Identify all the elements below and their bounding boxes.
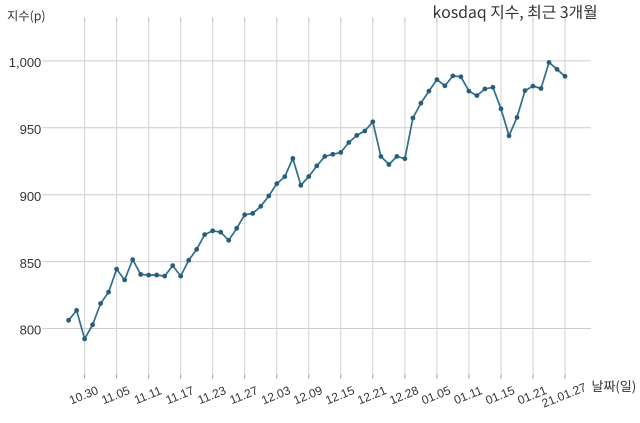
svg-text:1,000: 1,000 (9, 55, 42, 70)
svg-text:800: 800 (20, 323, 42, 338)
svg-text:900: 900 (20, 189, 42, 204)
svg-text:950: 950 (20, 122, 42, 137)
svg-text:850: 850 (20, 256, 42, 271)
